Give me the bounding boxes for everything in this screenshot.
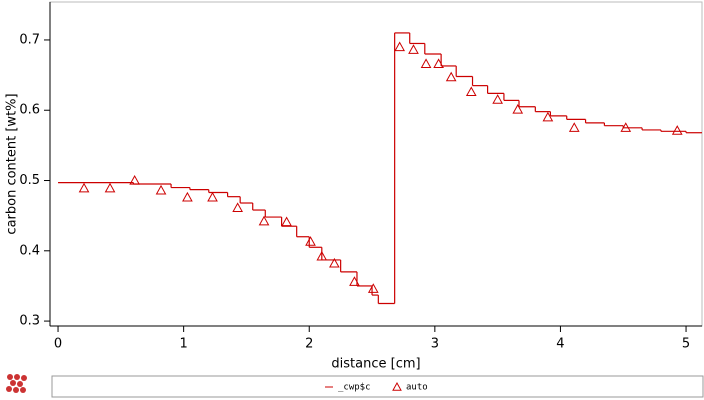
logo-icon <box>6 374 27 393</box>
x-tick-label: 2 <box>305 337 313 352</box>
triangle-marker <box>155 184 167 195</box>
x-tick-label: 3 <box>431 337 439 352</box>
triangle-marker <box>349 276 360 286</box>
triangle-marker <box>129 174 141 185</box>
triangle-marker <box>316 250 328 261</box>
triangle-marker <box>465 86 477 97</box>
y-tick-label: 0.6 <box>19 103 40 118</box>
triangle-marker <box>78 182 90 193</box>
triangle-marker <box>420 58 432 68</box>
y-tick-label: 0.3 <box>19 314 40 329</box>
triangle-marker <box>568 122 580 132</box>
triangle-marker <box>671 125 683 135</box>
triangle-marker <box>367 283 379 293</box>
triangle-marker <box>305 236 316 246</box>
x-tick-label: 4 <box>556 337 564 352</box>
triangle-marker <box>433 58 444 68</box>
x-tick-label: 0 <box>54 337 62 352</box>
x-axis-label: distance [cm] <box>331 357 420 372</box>
x-tick-label: 1 <box>179 337 187 352</box>
legend-label: _cwp$c <box>338 383 371 393</box>
triangle-marker <box>182 191 193 202</box>
triangle-marker <box>104 182 116 193</box>
triangle-marker <box>492 94 503 104</box>
y-tick-label: 0.7 <box>19 32 40 47</box>
triangle-marker <box>512 104 524 114</box>
legend-label: auto <box>406 383 428 393</box>
triangle-marker <box>620 122 632 132</box>
triangle-marker <box>445 71 457 82</box>
triangle-marker <box>542 111 554 122</box>
y-tick-label: 0.5 <box>19 173 40 188</box>
legend-box <box>51 375 704 398</box>
triangle-marker <box>329 257 340 268</box>
triangle-marker <box>232 202 243 213</box>
triangle-marker <box>281 216 292 227</box>
y-tick-label: 0.4 <box>19 243 40 258</box>
x-tick-label: 5 <box>682 337 690 352</box>
triangle-marker <box>207 191 218 202</box>
plot-frame <box>49 1 703 327</box>
triangle-marker <box>394 41 406 52</box>
triangle-marker <box>408 44 419 54</box>
triangle-marker <box>258 215 270 226</box>
legend-swatch <box>392 381 402 391</box>
y-axis-label: carbon content [wt%] <box>5 93 20 234</box>
